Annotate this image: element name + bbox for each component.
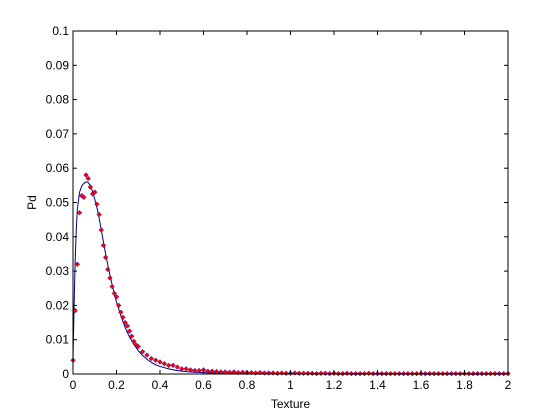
x-tick-label: 0.2	[108, 378, 125, 392]
x-tick-label: 0	[70, 378, 77, 392]
y-tick-label: 0.05	[46, 196, 70, 210]
x-tick-label: 1.4	[369, 378, 386, 392]
x-tick-label: 1.6	[413, 378, 430, 392]
x-tick-label: 0.8	[239, 378, 256, 392]
y-tick-label: 0.06	[46, 161, 70, 175]
y-tick-label: 0.09	[46, 58, 70, 72]
x-tick-label: 0.6	[195, 378, 212, 392]
x-tick-label: 1	[287, 378, 294, 392]
y-tick-label: 0.07	[46, 127, 70, 141]
x-axis-label: Texture	[271, 397, 311, 411]
y-tick-label: 0.02	[46, 298, 70, 312]
x-tick-label: 0.4	[152, 378, 169, 392]
y-tick-label: 0.03	[46, 264, 70, 278]
x-tick-label: 1.2	[326, 378, 343, 392]
plot-area	[73, 31, 508, 374]
x-tick-label: 2	[505, 378, 512, 392]
y-axis-label: Pd	[25, 195, 39, 210]
y-tick-label: 0.04	[46, 230, 70, 244]
y-tick-label: 0	[62, 367, 69, 381]
y-tick-label: 0.08	[46, 93, 70, 107]
y-tick-label: 0.01	[46, 333, 70, 347]
y-tick-label: 0.1	[52, 24, 69, 38]
x-tick-label: 1.8	[456, 378, 473, 392]
